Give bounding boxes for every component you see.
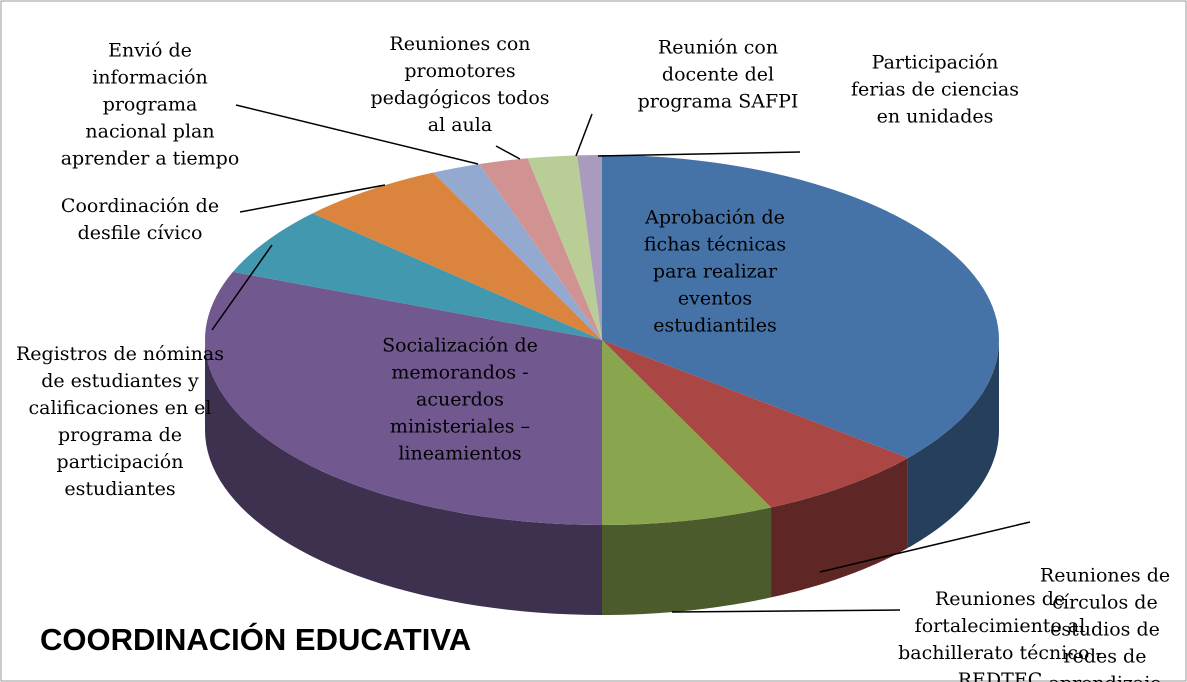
slice-side <box>907 340 999 548</box>
leader-line <box>239 184 386 213</box>
slice-label: Participación ferias de ciencias en unid… <box>851 51 1019 128</box>
slice-label: Aprobación de fichas técnicas para reali… <box>643 206 787 337</box>
leader-line <box>819 521 1031 573</box>
slice-label: Registros de nóminas de estudiantes y ca… <box>15 343 225 500</box>
slice-label: Envió de información programa nacional p… <box>60 39 240 170</box>
slice-side <box>602 507 772 615</box>
slice-side <box>205 340 602 615</box>
slice <box>232 213 603 340</box>
slice <box>479 158 602 340</box>
leader-line <box>671 609 901 613</box>
slice-label: Reuniones de círculos de estudios de red… <box>1039 564 1171 682</box>
slice <box>527 155 602 340</box>
slice <box>602 340 772 525</box>
slice-side <box>771 457 908 598</box>
slice <box>432 164 602 340</box>
slice <box>577 155 602 340</box>
slice <box>602 340 908 508</box>
leader-line <box>235 104 479 165</box>
slice <box>602 155 999 458</box>
slice-label: Coordinación de desfile cívico <box>60 195 220 244</box>
slice <box>312 172 602 340</box>
leader-line <box>495 145 521 160</box>
slice <box>205 271 603 525</box>
chart-title: COORDINACIÓN EDUCATIVA <box>40 622 472 657</box>
leader-line <box>211 244 273 331</box>
leader-line <box>597 151 801 157</box>
leader-line <box>575 113 593 157</box>
slice-label: Reuniones con promotores pedagógicos tod… <box>370 33 550 136</box>
slice-label: Reuniones de fortalecimiento al bachille… <box>898 588 1102 682</box>
slice-label: Socialización de memorandos - acuerdos m… <box>382 334 538 465</box>
slice-label: Reunión con docente del programa SAFPI <box>637 36 799 113</box>
